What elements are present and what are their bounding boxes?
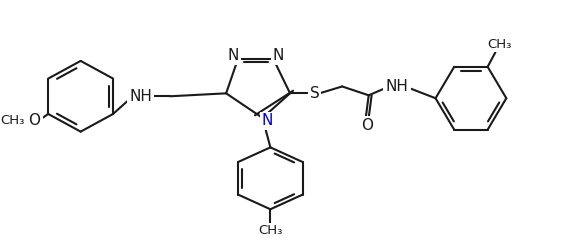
Text: NH: NH bbox=[129, 89, 152, 104]
Text: S: S bbox=[310, 86, 319, 101]
Text: O: O bbox=[361, 118, 373, 133]
Text: N: N bbox=[227, 49, 238, 64]
Text: N: N bbox=[262, 113, 273, 128]
Text: CH₃: CH₃ bbox=[258, 224, 283, 237]
Text: NH: NH bbox=[386, 79, 409, 94]
Text: N: N bbox=[273, 49, 284, 64]
Text: O: O bbox=[29, 113, 40, 128]
Text: CH₃: CH₃ bbox=[487, 38, 512, 51]
Text: CH₃: CH₃ bbox=[1, 114, 25, 127]
